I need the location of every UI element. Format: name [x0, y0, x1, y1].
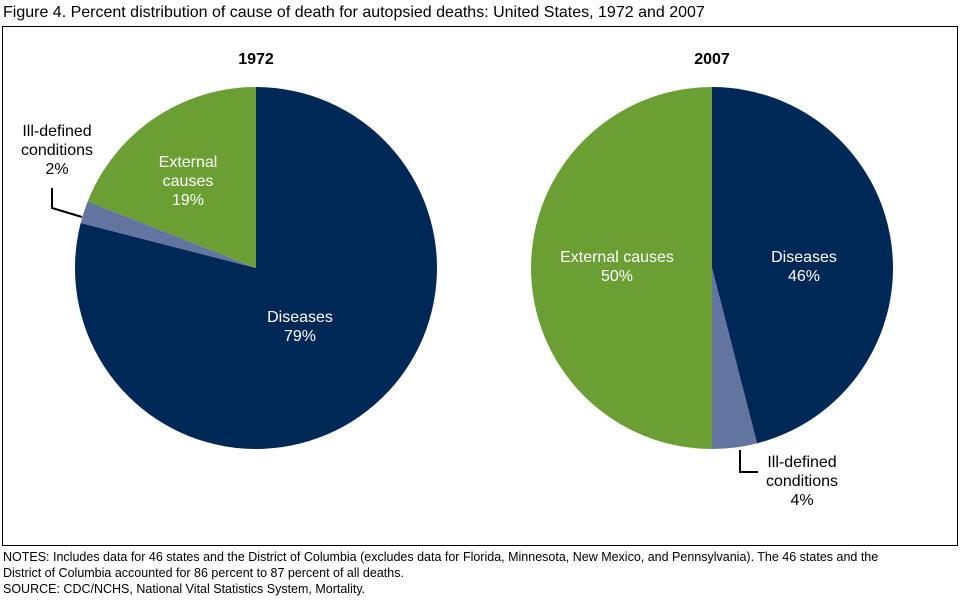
pie-slice-ill-defined-conditions [80, 201, 256, 268]
slice-label: Diseases 79% [267, 309, 333, 345]
slice-label: External causes 50% [560, 249, 674, 285]
leader-line [739, 450, 758, 473]
pie-slice-diseases [712, 87, 894, 444]
slice-label: Diseases 46% [771, 249, 837, 285]
figure-title: Figure 4. Percent distribution of cause … [3, 4, 705, 21]
pie-slice-external-causes [87, 87, 257, 268]
notes-line-1: NOTES: Includes data for 46 states and t… [3, 550, 879, 564]
slice-label: Ill-defined conditions 4% [766, 454, 838, 509]
pie-slice-external-causes [531, 87, 712, 449]
slice-label: Ill-defined conditions 2% [21, 123, 93, 178]
pie-slice-ill-defined-conditions [712, 268, 758, 449]
chart-frame [2, 26, 958, 546]
pie-title-1972: 1972 [238, 51, 274, 68]
notes-line-2: District of Columbia accounted for 86 pe… [3, 566, 404, 580]
pie-title-2007: 2007 [694, 51, 730, 68]
leader-line [51, 188, 83, 218]
source-note: SOURCE: CDC/NCHS, National Vital Statist… [3, 582, 366, 596]
slice-label: External causes 19% [159, 154, 218, 209]
